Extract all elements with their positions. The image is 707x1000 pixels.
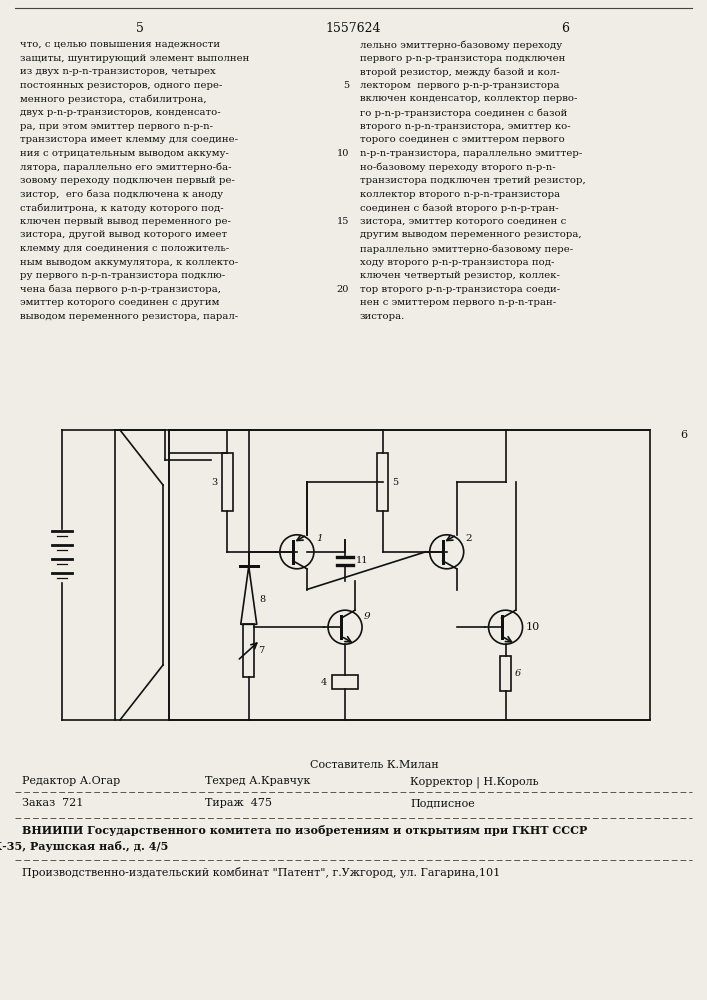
Text: 11: 11	[356, 556, 368, 565]
Text: ключен четвертый резистор, коллек-: ключен четвертый резистор, коллек-	[360, 271, 560, 280]
Bar	[222, 453, 233, 511]
Text: менного резистора, стабилитрона,: менного резистора, стабилитрона,	[20, 94, 206, 104]
Text: соединен с базой второго р-n-р-тран-: соединен с базой второго р-n-р-тран-	[360, 203, 559, 213]
Text: зистора, другой вывод которого имеет: зистора, другой вывод которого имеет	[20, 230, 227, 239]
Text: выводом переменного резистора, парал-: выводом переменного резистора, парал-	[20, 312, 238, 321]
Text: 1: 1	[316, 534, 322, 543]
Text: коллектор второго n-р-n-транзистора: коллектор второго n-р-n-транзистора	[360, 190, 560, 199]
Text: зистора, эмиттер которого соединен с: зистора, эмиттер которого соединен с	[360, 217, 566, 226]
Text: 8: 8	[259, 595, 266, 604]
Bar	[115, 430, 650, 720]
Text: транзистора имеет клемму для соедине-: транзистора имеет клемму для соедине-	[20, 135, 238, 144]
Text: лятора, параллельно его эмиттерно-ба-: лятора, параллельно его эмиттерно-ба-	[20, 162, 231, 172]
Text: защиты, шунтирующий элемент выполнен: защиты, шунтирующий элемент выполнен	[20, 54, 250, 63]
Text: постоянных резисторов, одного пере-: постоянных резисторов, одного пере-	[20, 81, 223, 90]
Text: Техред А.Кравчук: Техред А.Кравчук	[205, 776, 310, 786]
Text: второго n-р-n-транзистора, эмиттер ко-: второго n-р-n-транзистора, эмиттер ко-	[360, 122, 571, 131]
Text: 10: 10	[525, 622, 540, 632]
Text: 1557624: 1557624	[325, 22, 381, 35]
Text: 4: 4	[321, 678, 327, 687]
Text: тор второго р-n-р-транзистора соеди-: тор второго р-n-р-транзистора соеди-	[360, 285, 560, 294]
Text: стабилитрона, к катоду которого под-: стабилитрона, к катоду которого под-	[20, 203, 223, 213]
Text: ВНИИПИ Государственного комитета по изобретениям и открытиям при ГКНТ СССР: ВНИИПИ Государственного комитета по изоб…	[22, 825, 588, 836]
Text: 20: 20	[337, 285, 349, 294]
Text: ключен первый вывод переменного ре-: ключен первый вывод переменного ре-	[20, 217, 231, 226]
Text: 15: 15	[337, 217, 349, 226]
Bar	[243, 624, 255, 676]
Bar	[500, 656, 511, 691]
Text: другим выводом переменного резистора,: другим выводом переменного резистора,	[360, 230, 582, 239]
Text: эмиттер которого соединен с другим: эмиттер которого соединен с другим	[20, 298, 219, 307]
Text: Корректор | Н.Король: Корректор | Н.Король	[410, 776, 539, 788]
Text: ходу второго р-n-р-транзистора под-: ходу второго р-n-р-транзистора под-	[360, 258, 554, 267]
Text: 9: 9	[364, 612, 370, 621]
Text: но-базовому переходу второго n-р-n-: но-базовому переходу второго n-р-n-	[360, 162, 556, 172]
Bar	[332, 675, 358, 689]
Text: 5: 5	[343, 81, 349, 90]
Text: Заказ  721: Заказ 721	[22, 798, 83, 808]
Text: зистор,  его база подключена к аноду: зистор, его база подключена к аноду	[20, 190, 223, 199]
Text: чена база первого р-n-р-транзистора,: чена база первого р-n-р-транзистора,	[20, 285, 221, 294]
Text: транзистора подключен третий резистор,: транзистора подключен третий резистор,	[360, 176, 586, 185]
Text: двух р-n-р-транзисторов, конденсато-: двух р-n-р-транзисторов, конденсато-	[20, 108, 221, 117]
Text: нен с эмиттером первого n-р-n-тран-: нен с эмиттером первого n-р-n-тран-	[360, 298, 556, 307]
Text: включен конденсатор, коллектор перво-: включен конденсатор, коллектор перво-	[360, 94, 578, 103]
Text: Производственно-издательский комбинат "Патент", г.Ужгород, ул. Гагарина,101: Производственно-издательский комбинат "П…	[22, 867, 501, 878]
Text: 2: 2	[466, 534, 472, 543]
Text: Составитель К.Милан: Составитель К.Милан	[310, 760, 439, 770]
Text: 5: 5	[392, 478, 398, 487]
Text: что, с целью повышения надежности: что, с целью повышения надежности	[20, 40, 220, 49]
Text: 10: 10	[337, 149, 349, 158]
Text: лельно эмиттерно-базовому переходу: лельно эмиттерно-базовому переходу	[360, 40, 562, 49]
Text: зовому переходу подключен первый ре-: зовому переходу подключен первый ре-	[20, 176, 235, 185]
Text: ния с отрицательным выводом аккуму-: ния с отрицательным выводом аккуму-	[20, 149, 229, 158]
Text: n-р-n-транзистора, параллельно эмиттер-: n-р-n-транзистора, параллельно эмиттер-	[360, 149, 583, 158]
Text: 6: 6	[680, 430, 687, 440]
Text: из двух n-р-n-транзисторов, четырех: из двух n-р-n-транзисторов, четырех	[20, 67, 216, 76]
Text: ным выводом аккумулятора, к коллекто-: ным выводом аккумулятора, к коллекто-	[20, 258, 238, 267]
Text: 3: 3	[211, 478, 218, 487]
Text: первого р-n-р-транзистора подключен: первого р-n-р-транзистора подключен	[360, 54, 566, 63]
Text: торого соединен с эмиттером первого: торого соединен с эмиттером первого	[360, 135, 565, 144]
Text: параллельно эмиттерно-базовому пере-: параллельно эмиттерно-базовому пере-	[360, 244, 573, 253]
Text: 113035, Москва, Ж-35, Раушская наб., д. 4/5: 113035, Москва, Ж-35, Раушская наб., д. …	[0, 841, 168, 852]
Text: ру первого n-р-n-транзистора подклю-: ру первого n-р-n-транзистора подклю-	[20, 271, 225, 280]
Text: Подписное: Подписное	[410, 798, 474, 808]
Text: 6: 6	[561, 22, 569, 35]
Text: 6: 6	[515, 669, 521, 678]
Text: ра, при этом эмиттер первого n-р-n-: ра, при этом эмиттер первого n-р-n-	[20, 122, 213, 131]
Bar	[377, 453, 388, 511]
Text: лектором  первого р-n-р-транзистора: лектором первого р-n-р-транзистора	[360, 81, 559, 90]
Text: Тираж  475: Тираж 475	[205, 798, 272, 808]
Text: клемму для соединения с положитель-: клемму для соединения с положитель-	[20, 244, 229, 253]
Text: 5: 5	[136, 22, 144, 35]
Text: 7: 7	[258, 646, 264, 655]
Text: Редактор А.Огар: Редактор А.Огар	[22, 776, 120, 786]
Text: го р-n-р-транзистора соединен с базой: го р-n-р-транзистора соединен с базой	[360, 108, 568, 117]
Text: второй резистор, между базой и кол-: второй резистор, между базой и кол-	[360, 67, 560, 77]
Text: зистора.: зистора.	[360, 312, 405, 321]
